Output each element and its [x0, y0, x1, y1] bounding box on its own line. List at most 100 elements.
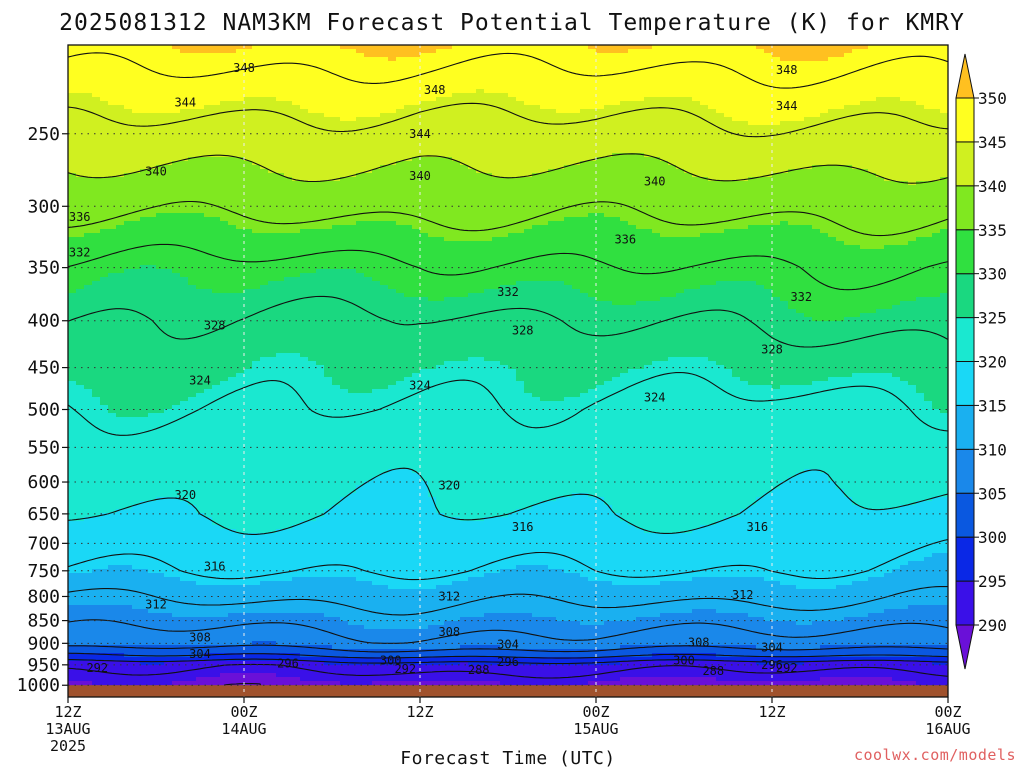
field-cell: [588, 153, 597, 158]
field-cell: [220, 89, 229, 94]
field-cell: [172, 45, 181, 50]
field-cell: [660, 81, 669, 86]
field-cell: [140, 221, 149, 226]
field-cell: [556, 137, 565, 142]
field-cell: [340, 149, 349, 154]
field-cell: [900, 197, 909, 202]
field-cell: [836, 121, 845, 126]
field-cell: [644, 81, 653, 86]
field-cell: [268, 85, 277, 90]
field-cell: [828, 149, 837, 154]
field-cell: [636, 57, 645, 62]
field-cell: [612, 81, 621, 86]
field-cell: [212, 173, 221, 178]
field-cell: [92, 169, 101, 174]
field-cell: [804, 49, 813, 54]
field-cell: [148, 189, 157, 194]
field-cell: [436, 161, 445, 166]
field-cell: [356, 197, 365, 202]
field-cell: [412, 225, 421, 230]
field-cell: [228, 81, 237, 86]
field-cell: [196, 217, 205, 222]
field-cell: [116, 113, 125, 118]
field-cell: [260, 141, 269, 146]
field-cell: [804, 69, 813, 74]
field-cell: [404, 217, 413, 222]
field-cell: [740, 149, 749, 154]
field-cell: [524, 77, 533, 82]
field-cell: [540, 201, 549, 206]
field-cell: [652, 181, 661, 186]
field-cell: [468, 221, 477, 226]
field-cell: [404, 185, 413, 190]
field-cell: [436, 93, 445, 98]
field-cell: [268, 209, 277, 214]
field-cell: [860, 165, 869, 170]
field-cell: [308, 177, 317, 182]
field-cell: [788, 69, 797, 74]
field-cell: [652, 173, 661, 178]
field-cell: [740, 193, 749, 198]
field-cell: [484, 85, 493, 90]
field-cell: [548, 177, 557, 182]
field-cell: [588, 69, 597, 74]
field-cell: [916, 61, 925, 66]
field-cell: [324, 61, 333, 66]
field-cell: [692, 205, 701, 210]
field-cell: [308, 89, 317, 94]
field-cell: [916, 73, 925, 78]
field-cell: [204, 81, 213, 86]
field-cell: [596, 157, 605, 162]
field-cell: [132, 201, 141, 206]
field-cell: [156, 57, 165, 62]
field-cell: [252, 181, 261, 186]
field-cell: [708, 117, 717, 122]
field-cell: [724, 205, 733, 210]
field-cell: [172, 105, 181, 110]
field-cell: [180, 109, 189, 114]
field-cell: [484, 177, 493, 182]
field-cell: [796, 197, 805, 202]
field-cell: [108, 45, 117, 50]
field-cell: [84, 201, 93, 206]
field-cell: [212, 193, 221, 198]
field-cell: [644, 205, 653, 210]
field-cell: [92, 69, 101, 74]
field-cell: [284, 93, 293, 98]
field-cell: [628, 97, 637, 102]
field-cell: [908, 109, 917, 114]
field-cell: [332, 185, 341, 190]
field-cell: [484, 173, 493, 178]
field-cell: [820, 161, 829, 166]
field-cell: [204, 173, 213, 178]
field-cell: [836, 169, 845, 174]
field-cell: [588, 129, 597, 134]
field-cell: [332, 93, 341, 98]
field-cell: [812, 49, 821, 54]
field-cell: [76, 113, 85, 118]
field-cell: [636, 193, 645, 198]
field-cell: [212, 181, 221, 186]
field-cell: [420, 201, 429, 206]
field-cell: [836, 185, 845, 190]
field-cell: [268, 81, 277, 86]
field-cell: [436, 77, 445, 82]
field-cell: [444, 133, 453, 138]
field-cell: [908, 105, 917, 110]
field-cell: [292, 49, 301, 54]
field-cell: [916, 129, 925, 134]
field-cell: [468, 181, 477, 186]
field-cell: [740, 153, 749, 158]
field-cell: [756, 65, 765, 70]
field-cell: [796, 125, 805, 130]
field-cell: [108, 169, 117, 174]
field-cell: [300, 201, 309, 206]
field-cell: [284, 177, 293, 182]
field-cell: [436, 101, 445, 106]
field-cell: [436, 49, 445, 54]
field-cell: [900, 141, 909, 146]
field-cell: [284, 121, 293, 126]
field-cell: [876, 105, 885, 110]
field-cell: [676, 93, 685, 98]
field-cell: [532, 101, 541, 106]
